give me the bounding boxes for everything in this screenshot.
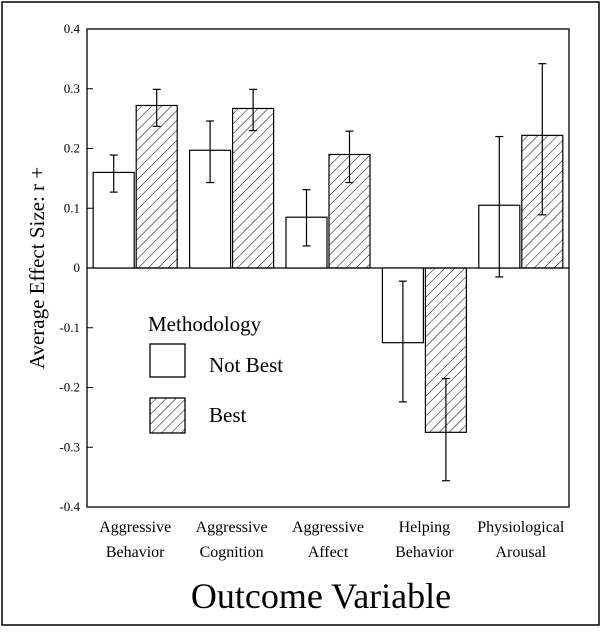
y-tick-label: 0.1: [64, 200, 80, 215]
x-category-label: Helping: [399, 519, 451, 536]
y-tick-label: 0.4: [64, 21, 81, 36]
y-tick-label: -0.1: [59, 320, 80, 335]
x-category-label: Aggressive: [99, 519, 171, 536]
y-tick-label: 0.2: [64, 141, 80, 156]
y-tick-label: -0.3: [59, 439, 80, 454]
y-tick-label: -0.4: [59, 499, 80, 514]
y-tick-label: -0.2: [59, 380, 80, 395]
legend: Methodology Not Best Best: [148, 312, 283, 434]
y-axis-label: Average Effect Size: r +: [25, 167, 49, 369]
legend-label-best: Best: [209, 403, 247, 427]
legend-swatch-not-best: [149, 343, 186, 378]
legend-label-not-best: Not Best: [209, 353, 283, 377]
y-axis-ticks: 0.4 0.3 0.2 0.1 0 -0.1 -0.2 -0.3 -0.4: [59, 21, 93, 514]
x-axis-label: Outcome Variable: [191, 576, 451, 616]
x-category-label: Cognition: [200, 544, 264, 561]
x-category-label: Aggressive: [196, 519, 268, 536]
bars: [92, 104, 564, 433]
x-category-label: Affect: [308, 544, 349, 561]
x-category-label: Arousal: [495, 544, 546, 561]
error-bars: [109, 63, 547, 482]
x-category-label: Aggressive: [292, 519, 364, 536]
x-category-label: Physiological: [477, 519, 565, 536]
x-axis-categories: Aggressive Behavior Aggressive Cognition Agg…: [99, 519, 565, 561]
bar-best: [135, 104, 178, 269]
legend-swatch-best: [149, 397, 186, 434]
y-tick-label: 0.3: [64, 81, 80, 96]
x-category-label: Behavior: [395, 544, 454, 561]
legend-title: Methodology: [148, 312, 262, 336]
bar-best: [232, 107, 275, 269]
x-category-label: Behavior: [106, 544, 165, 561]
y-tick-label: 0: [74, 260, 81, 275]
